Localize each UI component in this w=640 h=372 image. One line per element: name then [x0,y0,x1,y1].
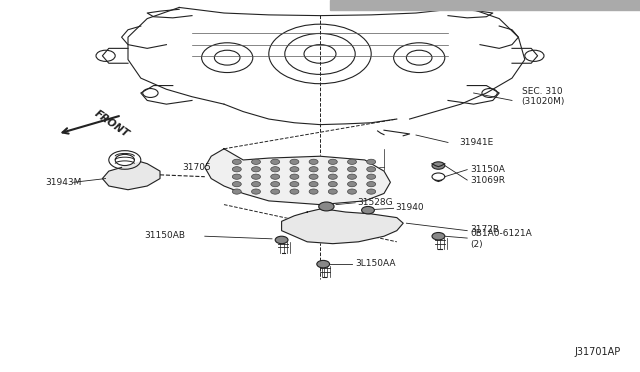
Circle shape [290,174,299,179]
Circle shape [328,189,337,194]
Circle shape [271,182,280,187]
Circle shape [252,182,260,187]
Circle shape [252,167,260,172]
Circle shape [367,167,376,172]
Circle shape [252,189,260,194]
Text: 3L150AA: 3L150AA [355,259,396,267]
Circle shape [290,159,299,164]
Circle shape [271,174,280,179]
Text: J31701AP: J31701AP [575,347,621,357]
Polygon shape [102,162,160,190]
Circle shape [328,167,337,172]
Circle shape [348,174,356,179]
Circle shape [432,162,445,169]
Circle shape [328,182,337,187]
Text: FRONT: FRONT [93,108,131,139]
Circle shape [348,167,356,172]
Text: 31150A: 31150A [470,165,505,174]
Circle shape [367,174,376,179]
Polygon shape [205,149,390,205]
Text: 31940: 31940 [396,203,424,212]
Bar [330,0,640,10]
Circle shape [348,189,356,194]
Text: 31069R: 31069R [470,176,506,185]
Circle shape [232,189,241,194]
Circle shape [309,182,318,187]
Circle shape [317,260,330,268]
Circle shape [309,189,318,194]
Circle shape [328,159,337,164]
Circle shape [271,167,280,172]
Circle shape [275,236,288,244]
Text: 31943M: 31943M [45,178,81,187]
Circle shape [362,206,374,214]
Text: 31528G: 31528G [357,198,393,207]
Circle shape [271,189,280,194]
Circle shape [319,202,334,211]
Circle shape [328,174,337,179]
Circle shape [232,182,241,187]
Circle shape [348,159,356,164]
Polygon shape [282,209,403,244]
Text: SEC. 310
(31020M): SEC. 310 (31020M) [522,87,565,106]
Circle shape [348,182,356,187]
Circle shape [271,159,280,164]
Circle shape [309,159,318,164]
Text: 0B1A0-6121A
(2): 0B1A0-6121A (2) [470,229,532,248]
Circle shape [232,174,241,179]
Text: 3172B: 3172B [470,225,499,234]
Circle shape [367,159,376,164]
Circle shape [367,189,376,194]
Circle shape [252,159,260,164]
Circle shape [232,159,241,164]
Circle shape [367,182,376,187]
Circle shape [290,189,299,194]
Text: 31150AB: 31150AB [145,231,186,240]
Circle shape [232,167,241,172]
Text: 31705: 31705 [182,163,211,172]
Circle shape [432,232,445,240]
Circle shape [290,167,299,172]
Circle shape [290,182,299,187]
Circle shape [309,174,318,179]
Text: 31941E: 31941E [460,138,494,147]
Circle shape [309,167,318,172]
Circle shape [252,174,260,179]
